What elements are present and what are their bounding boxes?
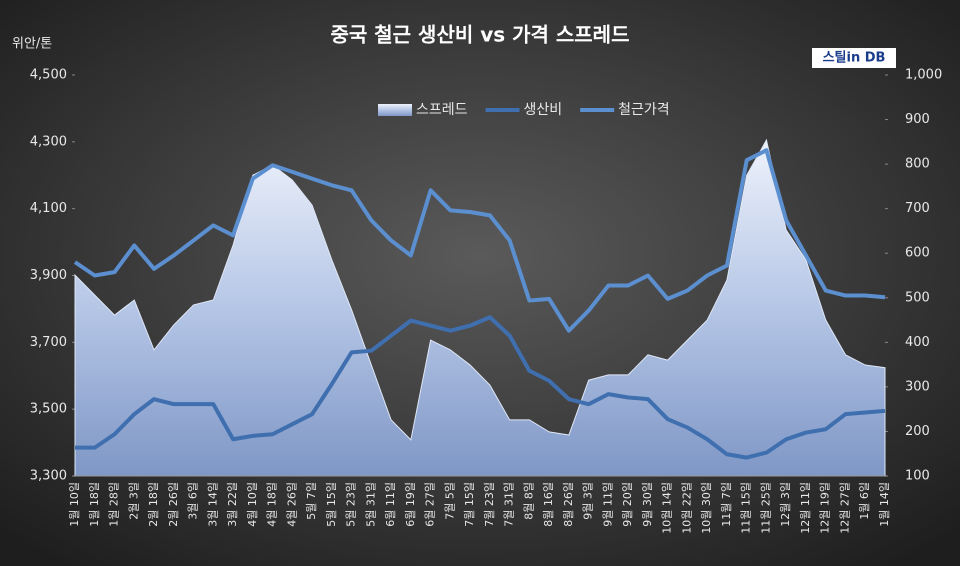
- x-tick-label: 5월 23일: [344, 482, 358, 527]
- x-tick-label: 3월 22일: [225, 482, 239, 527]
- line: [73, 148, 886, 333]
- x-tick-label: 8월 8일: [521, 482, 535, 520]
- line: [75, 315, 886, 460]
- y2-tick-label: 500: [905, 290, 930, 305]
- x-tick-label: 4월 10일: [245, 482, 259, 527]
- legend-label: 철근가격: [618, 102, 670, 118]
- legend-label: 스프레드: [416, 102, 468, 118]
- y2-tick-label: 100: [905, 469, 930, 484]
- x-tick-label: 5월 31일: [363, 482, 377, 527]
- y-tick-label: 4,100: [30, 201, 67, 216]
- y2-tick-label: 400: [905, 335, 930, 350]
- x-tick-label: 1월 14일: [877, 482, 891, 527]
- x-tick-label: 11월 15일: [739, 482, 753, 534]
- x-tick-label: 4월 26일: [284, 482, 298, 527]
- y2-tick-label: 200: [905, 424, 930, 439]
- x-tick-label: 10월 22일: [679, 482, 693, 534]
- x-tick-label: 9월 20일: [620, 482, 634, 527]
- y2-tick-label: 1,000: [905, 68, 942, 83]
- y-tick-label: 4,300: [30, 134, 67, 149]
- x-tick-label: 4월 18일: [265, 482, 279, 527]
- x-tick-label: 12월 19일: [818, 482, 832, 534]
- legend-label: 생산비: [524, 102, 563, 118]
- chart-title: 중국 철근 생산비 vs 가격 스프레드: [331, 23, 630, 47]
- x-tick-label: 8월 26일: [561, 482, 575, 527]
- x-tick-label: 3월 14일: [205, 482, 219, 527]
- x-tick-label: 11월 7일: [719, 482, 733, 527]
- x-tick-label: 7월 5일: [442, 482, 456, 520]
- x-tick-label: 12월 11일: [798, 482, 812, 534]
- x-tick-label: 6월 27일: [423, 482, 437, 527]
- x-tick-label: 6월 11일: [383, 482, 397, 527]
- x-tick-label: 2월 18일: [146, 482, 160, 527]
- x-tick-label: 11월 25일: [758, 482, 772, 534]
- y-tick-label: 4,500: [30, 68, 67, 83]
- y-axis-label: 위안/톤: [12, 37, 52, 52]
- legend-swatch: [378, 104, 412, 116]
- y2-tick-label: 300: [905, 379, 930, 394]
- x-tick-label: 2월 3일: [126, 482, 140, 520]
- logo: 스틸in DB: [823, 51, 886, 66]
- x-tick-label: 12월 3일: [778, 482, 792, 527]
- logo-box: [812, 48, 896, 68]
- x-tick-label: 7월 31일: [502, 482, 516, 527]
- x-tick-label: 1월 10일: [67, 482, 81, 527]
- x-tick-label: 5월 7일: [304, 482, 318, 520]
- x-tick-label: 9월 3일: [581, 482, 595, 520]
- x-tick-label: 10월 14일: [660, 482, 674, 534]
- y-tick-label: 3,500: [30, 402, 67, 417]
- x-tick-label: 1월 6일: [857, 482, 871, 520]
- x-tick-label: 3월 6일: [186, 482, 200, 520]
- y2-tick-label: 800: [905, 157, 930, 172]
- y2-tick-label: 600: [905, 246, 930, 261]
- x-tick-label: 9월 30일: [640, 482, 654, 527]
- x-tick-label: 2월 26일: [166, 482, 180, 527]
- x-tick-label: 6월 19일: [403, 482, 417, 527]
- x-tick-label: 7월 15일: [462, 482, 476, 527]
- x-tick-label: 8월 16일: [541, 482, 555, 527]
- x-tick-label: 1월 18일: [87, 482, 101, 527]
- y2-tick-label: 900: [905, 112, 930, 127]
- y-tick-label: 3,300: [30, 469, 67, 484]
- y2-tick-label: 700: [905, 201, 930, 216]
- y-tick-label: 3,900: [30, 268, 67, 283]
- x-tick-label: 1월 28일: [107, 482, 121, 527]
- x-tick-label: 12월 27일: [837, 482, 851, 534]
- y-tick-label: 3,700: [30, 335, 67, 350]
- x-tick-label: 7월 23일: [482, 482, 496, 527]
- x-tick-label: 5월 15일: [324, 482, 338, 527]
- x-tick-label: 9월 11일: [600, 482, 614, 527]
- x-tick-label: 10월 30일: [699, 482, 713, 534]
